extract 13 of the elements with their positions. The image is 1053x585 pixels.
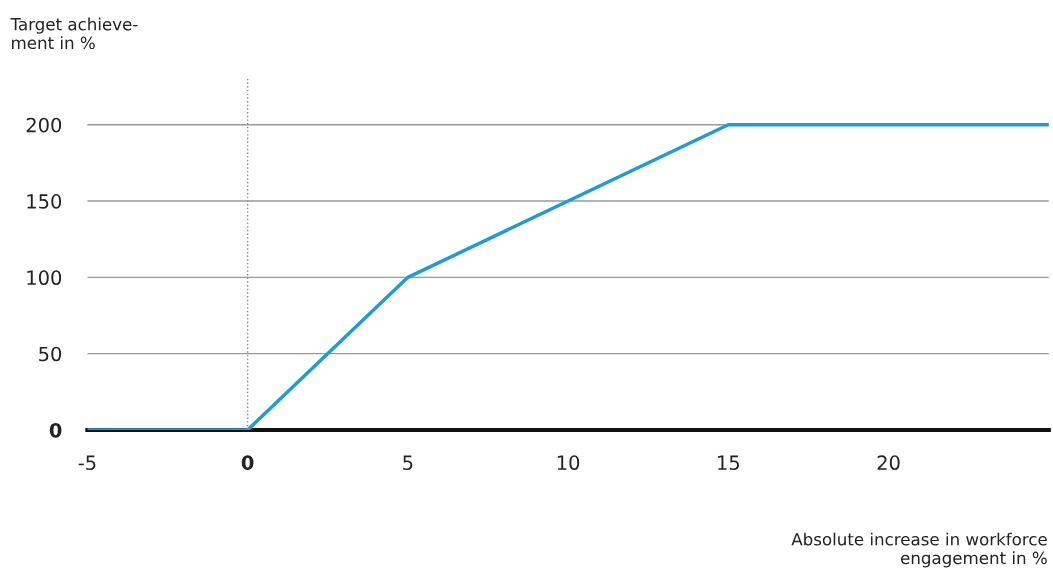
x-tick-label: 0 <box>241 455 254 471</box>
y-tick-label: 50 <box>39 346 62 362</box>
y-tick-label: 0 <box>49 422 62 438</box>
y-tick-label: 200 <box>26 117 62 133</box>
x-axis-title: Absolute increase in workforce engagement in % <box>791 532 1047 568</box>
y-tick-label: 100 <box>27 270 62 286</box>
y-axis-title: Target achieve- ment in % <box>10 17 138 50</box>
x-tick-label: 15 <box>718 455 739 471</box>
x-tick-label: -5 <box>78 455 96 471</box>
x-tick-label: 5 <box>403 455 413 471</box>
x-tick-label: 20 <box>877 455 900 471</box>
y-tick-label: 150 <box>27 194 62 209</box>
x-tick-label: 10 <box>557 455 580 471</box>
